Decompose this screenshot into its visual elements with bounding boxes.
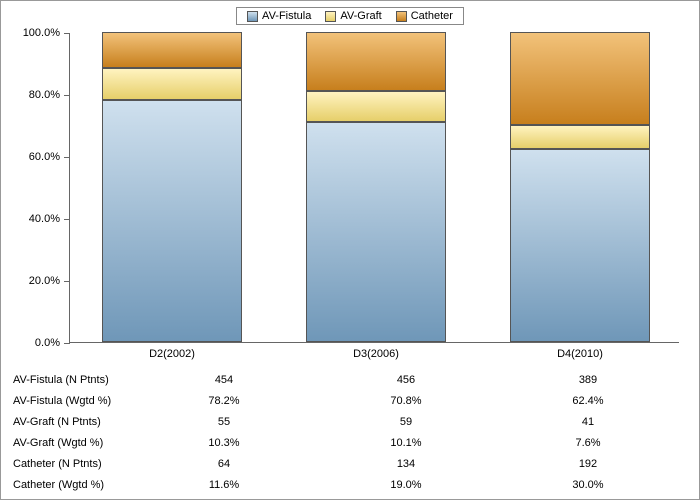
y-axis-label: 20.0% <box>29 275 60 287</box>
x-axis-label: D2(2002) <box>149 348 195 360</box>
row-cells: 78.2%70.8%62.4% <box>133 395 679 407</box>
y-axis-label: 100.0% <box>23 27 60 39</box>
legend-swatch <box>325 11 336 22</box>
x-axis-label: D3(2006) <box>353 348 399 360</box>
table-cell: 78.2% <box>133 395 315 407</box>
y-tick <box>64 219 70 220</box>
bar-segment <box>510 32 650 125</box>
table-cell: 62.4% <box>497 395 679 407</box>
table-cell: 59 <box>315 416 497 428</box>
chart-container: AV-FistulaAV-GraftCatheter 0.0%20.0%40.0… <box>0 0 700 500</box>
y-tick <box>64 95 70 96</box>
legend-item: AV-Graft <box>325 10 381 22</box>
row-cells: 454456389 <box>133 374 679 386</box>
table-cell: 55 <box>133 416 315 428</box>
bar-segment <box>510 125 650 149</box>
table-cell: 30.0% <box>497 479 679 491</box>
table-row: AV-Fistula (N Ptnts)454456389 <box>13 369 679 390</box>
table-cell: 7.6% <box>497 437 679 449</box>
legend: AV-Fistula AV-Graft Catheter <box>1 1 699 29</box>
y-tick <box>64 281 70 282</box>
legend-swatch <box>396 11 407 22</box>
y-axis-label: 40.0% <box>29 213 60 225</box>
y-tick <box>64 157 70 158</box>
plot-area: 0.0%20.0%40.0%60.0%80.0%100.0%D2(2002)D3… <box>69 33 679 343</box>
bar-segment <box>306 32 446 91</box>
row-cells: 10.3%10.1%7.6% <box>133 437 679 449</box>
row-cells: 64134192 <box>133 458 679 470</box>
table-cell: 456 <box>315 374 497 386</box>
y-axis-label: 80.0% <box>29 89 60 101</box>
x-axis-label: D4(2010) <box>557 348 603 360</box>
bar-segment <box>102 68 242 100</box>
row-label: AV-Graft (Wgtd %) <box>13 437 133 449</box>
table-row: AV-Fistula (Wgtd %)78.2%70.8%62.4% <box>13 390 679 411</box>
table-row: AV-Graft (N Ptnts)555941 <box>13 411 679 432</box>
legend-item: AV-Fistula <box>247 10 311 22</box>
table-cell: 10.1% <box>315 437 497 449</box>
legend-label: AV-Fistula <box>262 10 311 22</box>
table-cell: 11.6% <box>133 479 315 491</box>
stacked-bar <box>102 32 242 342</box>
table-cell: 19.0% <box>315 479 497 491</box>
legend-label: Catheter <box>411 10 453 22</box>
legend-item: Catheter <box>396 10 453 22</box>
legend-swatch <box>247 11 258 22</box>
bar-segment <box>306 122 446 342</box>
table-row: Catheter (Wgtd %)11.6%19.0%30.0% <box>13 474 679 495</box>
y-tick <box>64 343 70 344</box>
table-cell: 41 <box>497 416 679 428</box>
table-row: Catheter (N Ptnts)64134192 <box>13 453 679 474</box>
row-label: AV-Fistula (Wgtd %) <box>13 395 133 407</box>
row-cells: 555941 <box>133 416 679 428</box>
legend-box: AV-Fistula AV-Graft Catheter <box>236 7 464 25</box>
stacked-bar <box>510 32 650 342</box>
table-cell: 134 <box>315 458 497 470</box>
data-table: AV-Fistula (N Ptnts)454456389AV-Fistula … <box>13 369 679 495</box>
table-cell: 10.3% <box>133 437 315 449</box>
table-cell: 70.8% <box>315 395 497 407</box>
bar-segment <box>510 149 650 342</box>
table-cell: 389 <box>497 374 679 386</box>
table-cell: 454 <box>133 374 315 386</box>
table-cell: 64 <box>133 458 315 470</box>
row-label: Catheter (N Ptnts) <box>13 458 133 470</box>
bar-segment <box>102 100 242 342</box>
chart-area-wrap: 0.0%20.0%40.0%60.0%80.0%100.0%D2(2002)D3… <box>69 33 679 343</box>
y-axis-label: 60.0% <box>29 151 60 163</box>
stacked-bar <box>306 32 446 342</box>
row-label: AV-Fistula (N Ptnts) <box>13 374 133 386</box>
bar-segment <box>102 32 242 68</box>
row-cells: 11.6%19.0%30.0% <box>133 479 679 491</box>
y-tick <box>64 33 70 34</box>
legend-label: AV-Graft <box>340 10 381 22</box>
bar-segment <box>306 91 446 122</box>
row-label: AV-Graft (N Ptnts) <box>13 416 133 428</box>
y-axis-label: 0.0% <box>35 337 60 349</box>
table-cell: 192 <box>497 458 679 470</box>
row-label: Catheter (Wgtd %) <box>13 479 133 491</box>
table-row: AV-Graft (Wgtd %)10.3%10.1%7.6% <box>13 432 679 453</box>
